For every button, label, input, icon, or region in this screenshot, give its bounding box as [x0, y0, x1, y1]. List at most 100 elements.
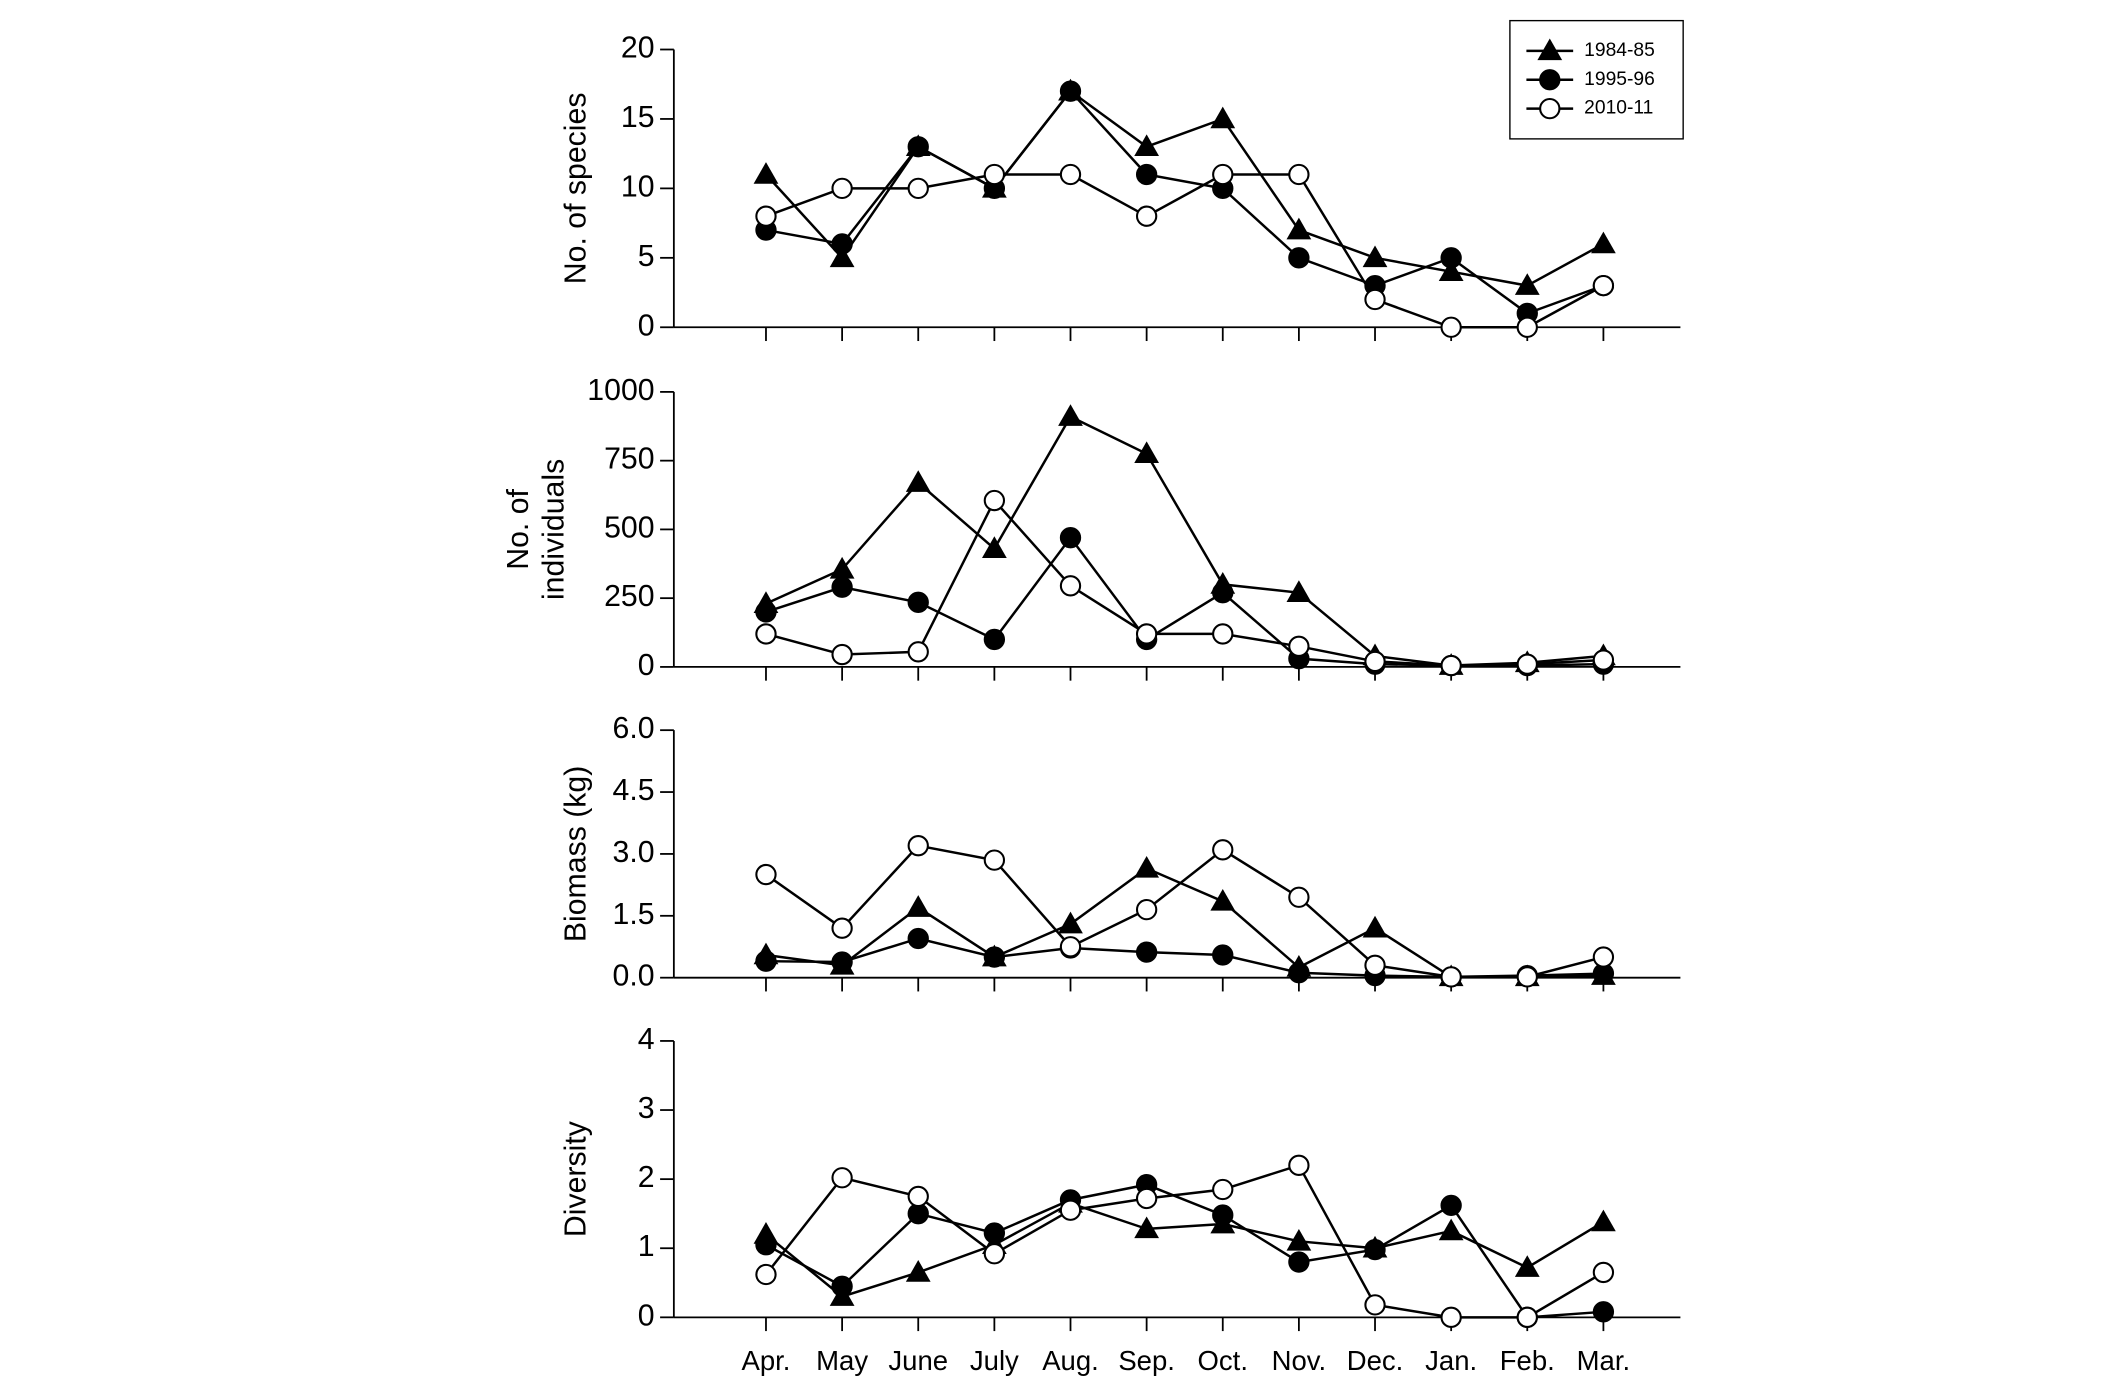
marker: [831, 917, 853, 939]
marker: [983, 628, 1006, 651]
marker: [1212, 1204, 1234, 1226]
y-tick-label: 20: [621, 31, 655, 64]
marker: [1286, 1228, 1312, 1251]
marker: [831, 951, 853, 973]
marker: [1440, 1306, 1462, 1328]
y-tick-label: 1: [638, 1230, 655, 1263]
marker: [981, 536, 1007, 558]
marker: [1134, 1216, 1160, 1239]
marker: [1592, 1261, 1615, 1284]
marker: [905, 470, 931, 492]
series-line: [765, 844, 1604, 979]
marker: [905, 895, 931, 917]
x-tick-label: Sep.: [1118, 1345, 1175, 1376]
series-line: [765, 498, 1604, 667]
marker: [1210, 888, 1236, 911]
series-line: [765, 866, 1604, 979]
marker: [1135, 623, 1158, 645]
y-tick-label: 0: [638, 309, 655, 342]
series-line: [765, 535, 1604, 667]
marker: [1288, 962, 1310, 984]
legend-marker: [1539, 97, 1561, 120]
y-tick-label: 500: [604, 511, 654, 544]
marker: [1212, 839, 1234, 861]
marker: [1440, 247, 1462, 269]
x-tick-label: Dec.: [1347, 1345, 1404, 1376]
marker: [1438, 1218, 1464, 1241]
marker: [755, 863, 777, 886]
x-tick-label: June: [888, 1345, 948, 1376]
marker: [829, 245, 855, 268]
series-line: [765, 937, 1604, 979]
marker: [983, 163, 1006, 186]
x-tick-label: Oct.: [1198, 1345, 1248, 1376]
marker: [1286, 217, 1312, 240]
x-tick-label: Nov.: [1272, 1345, 1327, 1376]
marker: [1135, 205, 1158, 227]
y-tick-label: 1000: [587, 374, 654, 407]
y-tick-label: 15: [621, 101, 655, 134]
marker: [1362, 915, 1388, 938]
marker: [829, 556, 855, 579]
marker: [1592, 1301, 1615, 1323]
marker: [1212, 163, 1234, 186]
marker: [753, 162, 779, 184]
marker: [907, 641, 929, 663]
marker: [1364, 1238, 1386, 1261]
marker: [1212, 944, 1234, 966]
marker: [983, 946, 1006, 968]
marker: [1516, 653, 1538, 675]
x-tick-label: Apr.: [742, 1345, 791, 1376]
y-tick-label: 3: [638, 1092, 655, 1125]
x-tick-label: Mar.: [1577, 1345, 1630, 1376]
marker: [907, 927, 929, 950]
marker: [1364, 954, 1386, 976]
marker: [1288, 635, 1310, 657]
marker: [907, 136, 929, 158]
marker: [1134, 134, 1160, 157]
marker: [831, 643, 853, 666]
marker: [1212, 1178, 1234, 1201]
marker: [1592, 274, 1615, 297]
series-line: [765, 89, 1605, 287]
marker: [1438, 259, 1464, 281]
marker: [1059, 936, 1082, 958]
marker: [755, 601, 777, 623]
legend-label: 2010-11: [1584, 98, 1653, 119]
y-tick-label: 5: [638, 240, 655, 273]
marker: [755, 205, 777, 227]
marker: [1134, 855, 1160, 878]
marker: [907, 835, 929, 857]
x-tick-label: Feb.: [1500, 1345, 1555, 1376]
y-tick-label: 750: [604, 443, 654, 476]
marker: [1210, 106, 1236, 129]
marker: [1514, 273, 1540, 295]
marker: [1440, 316, 1462, 338]
series-line: [765, 173, 1605, 329]
legend-label: 1995-96: [1584, 69, 1655, 90]
marker: [1212, 623, 1234, 645]
x-tick-label: May: [816, 1345, 868, 1376]
y-tick-label: 6.0: [613, 712, 655, 745]
y-tick-label: 2: [638, 1161, 655, 1194]
marker: [983, 489, 1006, 512]
marker: [907, 1185, 929, 1208]
marker: [755, 950, 777, 972]
marker: [1362, 245, 1388, 268]
marker: [1058, 911, 1083, 934]
marker: [1516, 316, 1538, 338]
y-tick-label: 250: [604, 580, 654, 613]
marker: [1212, 582, 1234, 604]
marker: [831, 576, 853, 598]
marker: [1059, 163, 1082, 186]
y-axis-title-line: individuals: [538, 459, 571, 600]
marker: [1592, 649, 1615, 671]
legend-marker: [1539, 69, 1561, 91]
marker: [983, 849, 1006, 871]
series-line: [765, 1183, 1604, 1319]
marker: [831, 233, 853, 255]
y-axis-title: No. of individuals: [502, 459, 571, 600]
marker: [1059, 575, 1082, 597]
